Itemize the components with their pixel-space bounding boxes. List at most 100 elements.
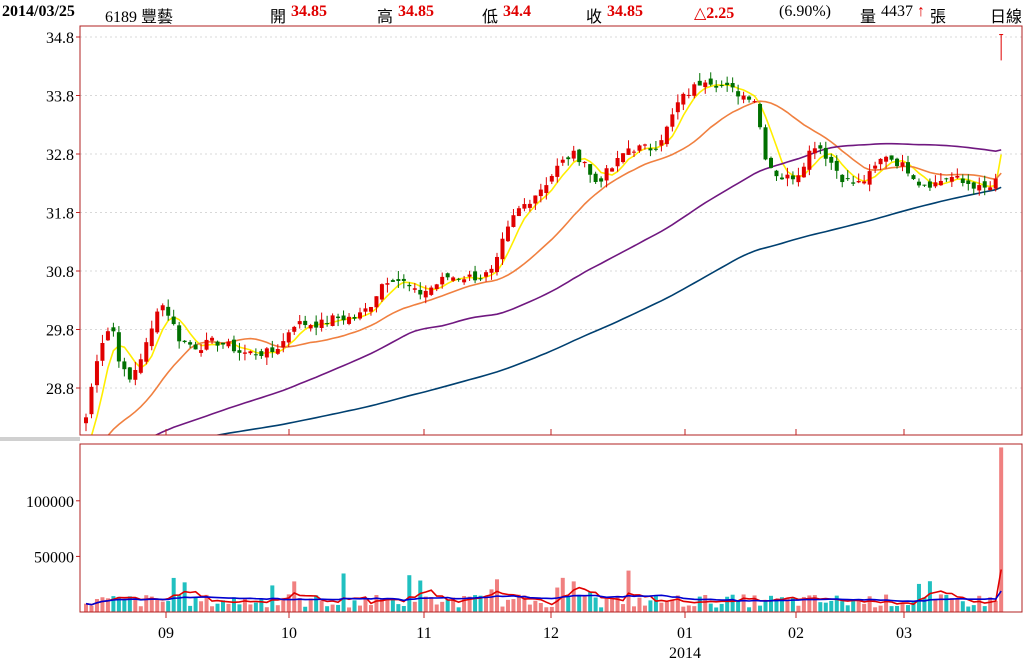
candle-body [423,290,428,298]
volume-bar [215,603,220,612]
candle-body [626,148,631,155]
volume-bar [478,595,483,612]
volume-bar [703,594,708,612]
volume-bar [286,594,291,612]
candle-body [259,351,264,356]
candle-body [758,103,763,128]
volume-bar [423,596,428,612]
candle-body [873,165,878,169]
ma-line-60 [154,142,1002,435]
volume-bar [593,597,598,612]
candle-body [960,178,965,183]
volume-bar [999,447,1004,612]
candle-body [248,351,253,354]
volume-bar [193,596,198,612]
volume-bar [571,581,576,612]
candle-body [237,350,242,353]
ma-line-5 [90,84,1002,435]
volume-bar [741,594,746,612]
ma-line-20 [107,100,1002,435]
volume-bar [500,606,505,612]
volume-bar [977,595,982,612]
candle-body [418,289,423,295]
candle-body [949,177,954,182]
volume-bar [166,601,171,612]
volume-bar [916,583,921,612]
candle-body [697,80,702,86]
moving-averages [90,84,1002,435]
candle-body [769,157,773,168]
open-value: 34.85 [291,3,327,20]
quote-header: 2014/03/25 6189 豐藝 開 34.85 高 34.85 低 34.… [0,0,1024,26]
candle-body [763,127,768,160]
period-label: 日線 [990,9,1023,26]
candle-body [812,148,817,154]
candle-body [900,162,905,167]
candle-body [779,177,784,180]
candle-body [982,181,987,188]
volume-bar [949,598,954,612]
volume-bar [769,595,773,612]
candle-body [445,273,450,278]
volume-bar [385,599,390,612]
volume-bar [489,589,494,612]
candle-body [862,181,867,184]
volume-bar [566,596,571,612]
candle-body [807,150,812,170]
volume-bar [845,605,850,612]
candle-body [379,284,384,300]
price-ytick-label: 29.8 [46,323,74,340]
price-ytick-label: 34.8 [46,30,74,47]
candle-body [927,181,932,188]
candle-body [303,320,308,326]
volume-bar [533,600,538,612]
volume-bar [242,598,247,612]
volume-bar [549,606,554,612]
candle-body [94,361,99,386]
candle-body [308,325,313,329]
volume-bar [352,600,357,612]
candle-body [319,319,324,328]
candle-body [774,170,779,177]
volume-bar [862,603,867,612]
volume-bar [160,601,165,612]
volume-bar [281,597,286,612]
candle-body [177,325,182,342]
candle-body [566,157,571,160]
candle-body [549,175,554,182]
volume-bar [621,604,626,612]
candle-body [796,175,801,183]
date-label: 2014/03/25 [2,3,75,20]
volume-panel-frame [79,443,1023,613]
volume-bar [807,595,812,612]
volume-bar [314,595,319,612]
volume-bar [555,587,560,612]
candle-body [253,354,258,356]
candle-body [505,226,510,242]
candle-body [226,341,231,347]
volume-bar [308,598,313,612]
volume-bar [522,595,527,612]
volume-bar [368,605,373,612]
candle-body [275,349,280,354]
volume-arrow: ↑ [917,3,925,20]
candle-body [736,91,741,97]
candle-body [193,344,198,350]
volume-ytick-label: 50000 [34,549,74,566]
volume-bar [900,603,905,612]
candle-body [221,342,225,345]
candle-body [133,370,138,380]
candle-body [138,359,143,373]
candle-body [659,140,664,146]
volume-bar [297,598,302,612]
candle-body [527,203,532,208]
candle-body [582,161,587,164]
volume-bar [664,601,669,612]
volume-bar [993,600,998,612]
candle-body [434,284,439,289]
candle-body [182,340,187,343]
candle-body [341,315,346,321]
candle-body [801,166,806,178]
volume-bar [675,595,680,612]
